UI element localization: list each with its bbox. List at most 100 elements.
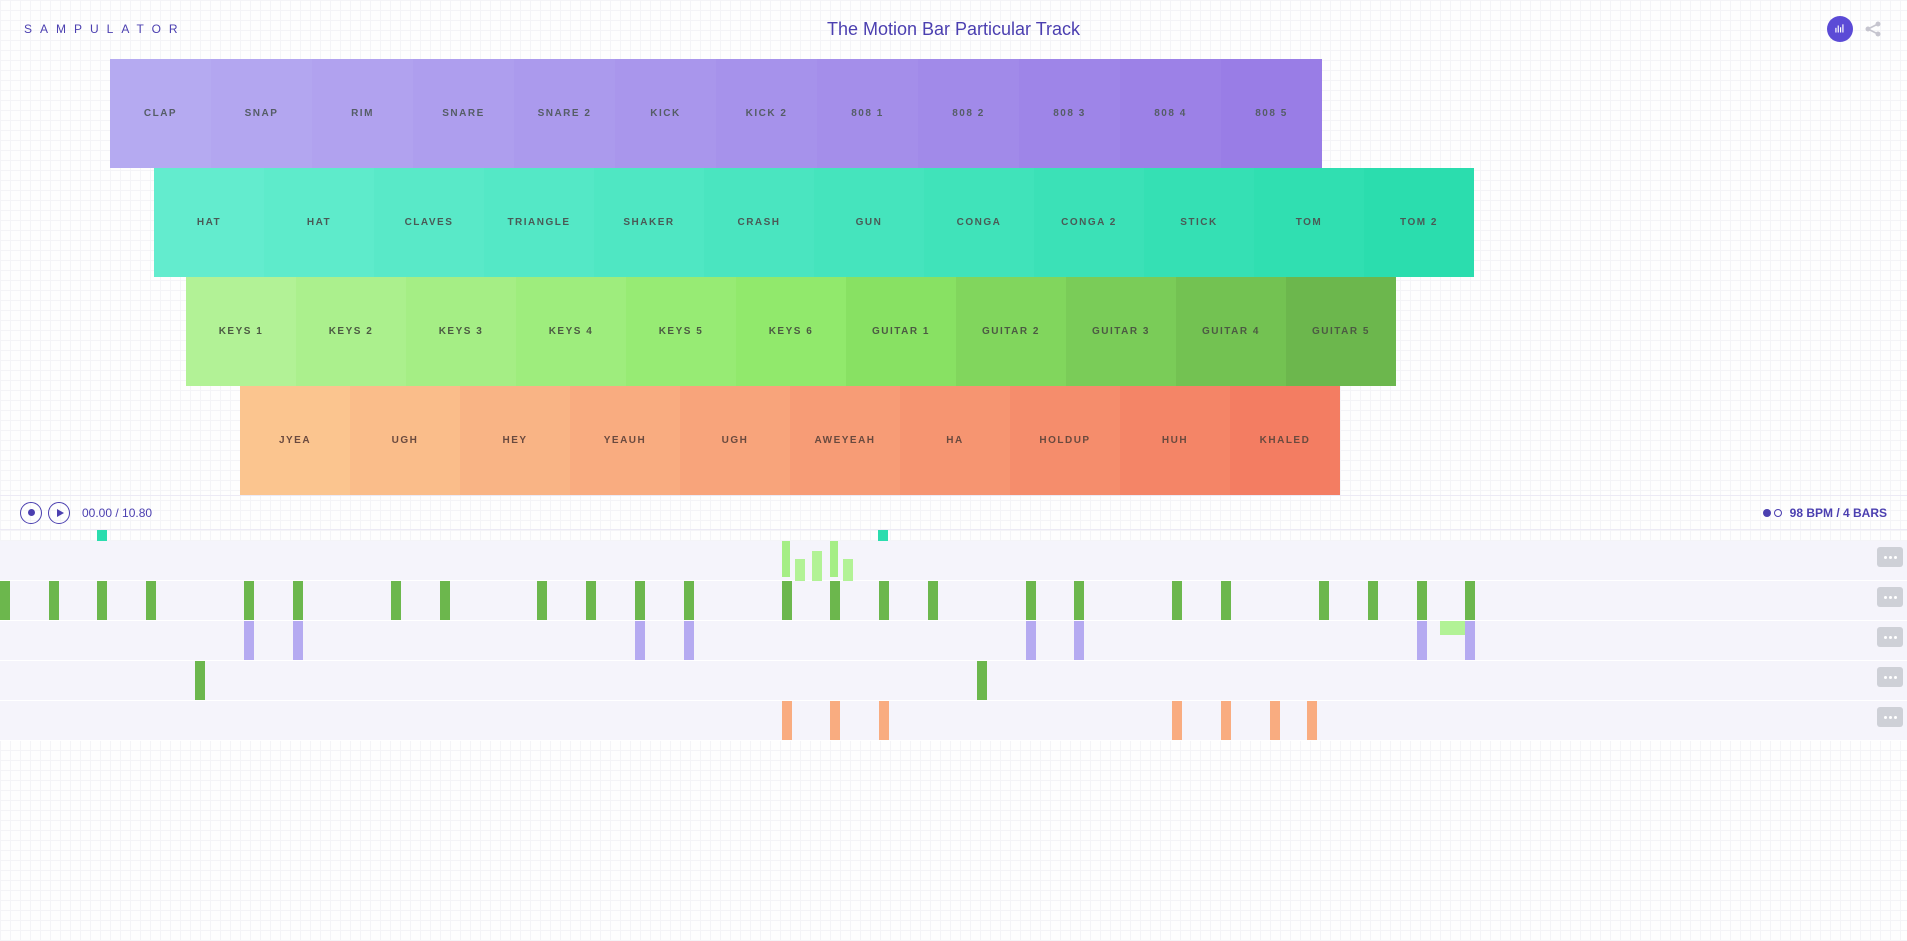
note[interactable] (586, 581, 596, 620)
note[interactable] (782, 581, 792, 620)
note[interactable] (830, 541, 838, 577)
pad-keys-1[interactable]: KEYS 1 (186, 277, 296, 386)
note[interactable] (830, 581, 840, 620)
pad-yeauh[interactable]: YEAUH (570, 386, 680, 495)
note[interactable] (635, 581, 645, 620)
pad-holdup[interactable]: HOLDUP (1010, 386, 1120, 495)
metronome-indicator[interactable] (1763, 509, 1782, 517)
note[interactable] (782, 701, 792, 740)
lane-menu-button[interactable] (1877, 547, 1903, 567)
note[interactable] (1417, 621, 1427, 660)
note[interactable] (928, 581, 938, 620)
note[interactable] (1172, 701, 1182, 740)
pad-crash[interactable]: CRASH (704, 168, 814, 277)
pad-snap[interactable]: SNAP (211, 59, 312, 168)
timeline-lane[interactable] (0, 621, 1907, 661)
timeline-lane[interactable] (0, 701, 1907, 741)
pad-ugh[interactable]: UGH (350, 386, 460, 495)
note[interactable] (391, 581, 401, 620)
timeline-lane[interactable] (0, 661, 1907, 701)
note[interactable] (830, 701, 840, 740)
note[interactable] (635, 621, 645, 660)
note[interactable] (1417, 581, 1427, 620)
note[interactable] (244, 581, 254, 620)
pad-keys-2[interactable]: KEYS 2 (296, 277, 406, 386)
pad-snare[interactable]: SNARE (413, 59, 514, 168)
timeline-lane[interactable] (0, 581, 1907, 621)
note[interactable] (146, 581, 156, 620)
pad-keys-4[interactable]: KEYS 4 (516, 277, 626, 386)
pad-stick[interactable]: STICK (1144, 168, 1254, 277)
bpm-bars-label[interactable]: 98 BPM / 4 BARS (1790, 506, 1887, 520)
logo[interactable]: SAMPULATOR (24, 22, 186, 36)
note[interactable] (195, 661, 205, 700)
share-icon[interactable] (1863, 19, 1883, 39)
note[interactable] (1221, 701, 1231, 740)
pad-kick[interactable]: KICK (615, 59, 716, 168)
record-button[interactable] (20, 502, 42, 524)
pad-tom[interactable]: TOM (1254, 168, 1364, 277)
pad-clap[interactable]: CLAP (110, 59, 211, 168)
pad-triangle[interactable]: TRIANGLE (484, 168, 594, 277)
pad-snare-2[interactable]: SNARE 2 (514, 59, 615, 168)
pad-guitar-2[interactable]: GUITAR 2 (956, 277, 1066, 386)
pad-ha[interactable]: HA (900, 386, 1010, 495)
sound-settings-button[interactable] (1827, 16, 1853, 42)
note[interactable] (1368, 581, 1378, 620)
note[interactable] (0, 581, 10, 620)
note[interactable] (1270, 701, 1280, 740)
note[interactable] (49, 581, 59, 620)
note[interactable] (812, 551, 822, 581)
timeline-ruler[interactable] (0, 530, 1907, 541)
pad-rim[interactable]: RIM (312, 59, 413, 168)
note[interactable] (879, 581, 889, 620)
pad-keys-5[interactable]: KEYS 5 (626, 277, 736, 386)
note[interactable] (1307, 701, 1317, 740)
play-button[interactable] (48, 502, 70, 524)
pad-jyea[interactable]: JYEA (240, 386, 350, 495)
note[interactable] (1074, 621, 1084, 660)
note[interactable] (1319, 581, 1329, 620)
pad-khaled[interactable]: KHALED (1230, 386, 1340, 495)
pad-huh[interactable]: HUH (1120, 386, 1230, 495)
pad-hat[interactable]: HAT (264, 168, 374, 277)
pad-conga-2[interactable]: CONGA 2 (1034, 168, 1144, 277)
pad-claves[interactable]: CLAVES (374, 168, 484, 277)
pad-ugh[interactable]: UGH (680, 386, 790, 495)
note[interactable] (1074, 581, 1084, 620)
pad-kick-2[interactable]: KICK 2 (716, 59, 817, 168)
pad-808-2[interactable]: 808 2 (918, 59, 1019, 168)
note[interactable] (782, 541, 790, 577)
pad-hat[interactable]: HAT (154, 168, 264, 277)
pad-guitar-1[interactable]: GUITAR 1 (846, 277, 956, 386)
pad-conga[interactable]: CONGA (924, 168, 1034, 277)
pad-keys-3[interactable]: KEYS 3 (406, 277, 516, 386)
lane-menu-button[interactable] (1877, 667, 1903, 687)
note[interactable] (293, 581, 303, 620)
note[interactable] (1172, 581, 1182, 620)
note[interactable] (1465, 581, 1475, 620)
lane-menu-button[interactable] (1877, 707, 1903, 727)
note[interactable] (795, 559, 805, 581)
note[interactable] (879, 701, 889, 740)
pad-guitar-3[interactable]: GUITAR 3 (1066, 277, 1176, 386)
pad-808-1[interactable]: 808 1 (817, 59, 918, 168)
note[interactable] (843, 559, 853, 581)
pad-hey[interactable]: HEY (460, 386, 570, 495)
note[interactable] (293, 621, 303, 660)
pad-gun[interactable]: GUN (814, 168, 924, 277)
note[interactable] (440, 581, 450, 620)
note[interactable] (684, 621, 694, 660)
pad-808-4[interactable]: 808 4 (1120, 59, 1221, 168)
pad-guitar-4[interactable]: GUITAR 4 (1176, 277, 1286, 386)
note[interactable] (1026, 621, 1036, 660)
pad-keys-6[interactable]: KEYS 6 (736, 277, 846, 386)
pad-tom-2[interactable]: TOM 2 (1364, 168, 1474, 277)
note[interactable] (537, 581, 547, 620)
pad-808-3[interactable]: 808 3 (1019, 59, 1120, 168)
pad-aweyeah[interactable]: AWEYEAH (790, 386, 900, 495)
note[interactable] (1465, 621, 1475, 660)
timeline-lane[interactable] (0, 541, 1907, 581)
note[interactable] (1026, 581, 1036, 620)
note[interactable] (1221, 581, 1231, 620)
